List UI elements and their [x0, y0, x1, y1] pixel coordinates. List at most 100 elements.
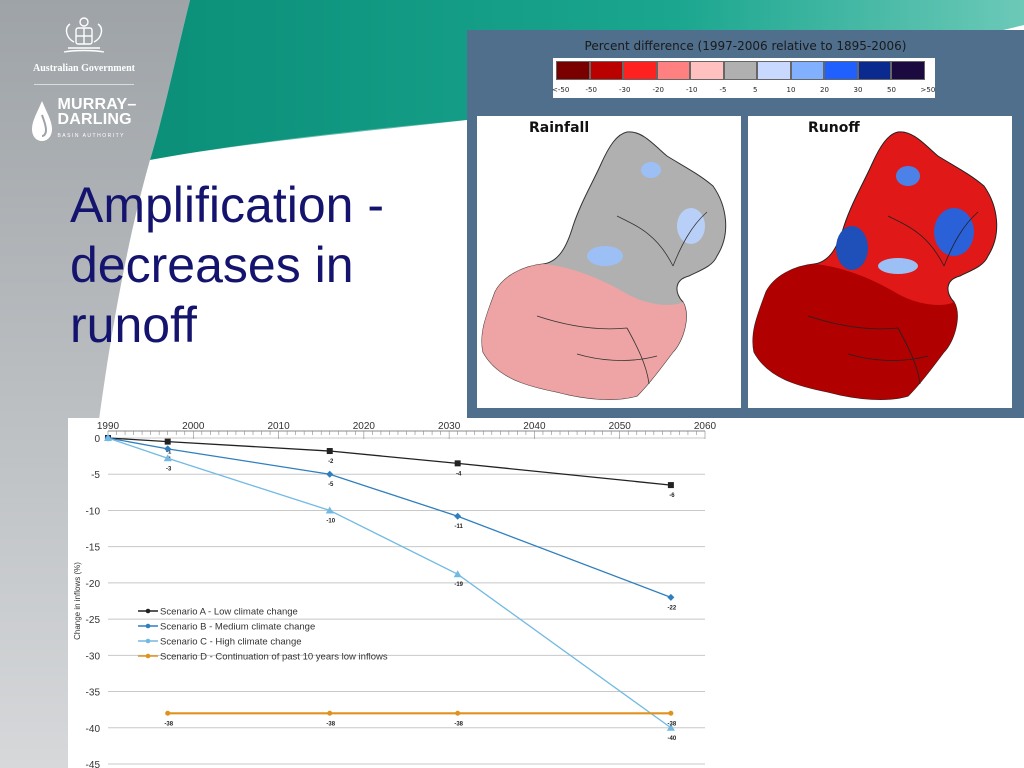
- rainfall-map-title: Rainfall: [529, 120, 590, 136]
- legend-label: Scenario A - Low climate change: [160, 607, 298, 618]
- data-label: -2: [328, 459, 334, 465]
- inflow-chart: 0 -5 -10 -15 -20 -25 -30 -35 -40 -45 1990 2000 2010 2…: [68, 418, 718, 768]
- data-label: -38: [454, 721, 463, 727]
- government-name: Australian Government: [33, 63, 135, 74]
- legend-tick-label: <-50: [552, 86, 570, 94]
- x-tick-label: 2020: [353, 421, 376, 432]
- legend-marker: [145, 608, 151, 614]
- legend-tick-label: 5: [753, 86, 758, 94]
- x-tick-label: 2030: [438, 421, 461, 432]
- mdba-line2: DARLING: [57, 111, 132, 128]
- legend-swatch: [757, 61, 791, 80]
- runoff-map-image: [752, 131, 998, 400]
- legend-swatch: [656, 61, 690, 80]
- data-point: [666, 723, 675, 731]
- legend-label: Scenario B - Medium climate change: [160, 622, 315, 633]
- data-point: [326, 448, 333, 455]
- y-tick-label: -30: [86, 651, 101, 662]
- runoff-wet-patch: [836, 226, 868, 270]
- data-label: -19: [454, 582, 463, 588]
- data-point: [163, 454, 172, 462]
- data-label: -5: [328, 482, 334, 488]
- legend-swatch: [790, 61, 824, 80]
- series-line: [107, 437, 671, 486]
- logo-divider: [34, 84, 134, 85]
- legend-swatch: [623, 61, 657, 80]
- data-point: [668, 710, 674, 716]
- data-point: [164, 445, 172, 453]
- runoff-wet-patch-3: [896, 166, 920, 186]
- y-tick-label: -35: [86, 688, 101, 699]
- x-tick-label: 2010: [267, 421, 290, 432]
- x-tick-label: 2050: [609, 421, 632, 432]
- rainfall-catchment-lines: [536, 211, 708, 385]
- legend-tick-label: 50: [887, 86, 896, 94]
- data-label: -10: [326, 518, 335, 524]
- runoff-south-deficit: [752, 264, 958, 400]
- legend-swatch: [857, 61, 891, 80]
- y-axis-label: Change in inflows (%): [73, 562, 82, 640]
- data-point: [667, 482, 674, 489]
- data-label: -6: [669, 493, 675, 499]
- data-point: [325, 506, 334, 514]
- mdba-subtitle: BASIN AUTHORITY: [57, 133, 125, 139]
- color-legend: <-50 -50 -30 -20 -10 -5 5 10 20 30 50 >50: [552, 58, 936, 98]
- y-tick-label: -45: [86, 760, 101, 768]
- slide-title: Amplification - decreases in runoff: [70, 177, 384, 353]
- legend-swatch: [589, 61, 623, 80]
- legend-tick-label: 30: [853, 86, 863, 94]
- logo-area: Australian Government MURRAY– DARLING BA…: [14, 14, 154, 144]
- mdba-line1: MURRAY–: [57, 96, 137, 113]
- legend-tick-label: -30: [619, 86, 631, 94]
- legend-tick-label: 20: [820, 86, 829, 94]
- legend-tick-label: >50: [920, 86, 936, 94]
- legend-marker: [145, 638, 151, 644]
- data-label: -11: [454, 524, 463, 530]
- data-label: -22: [668, 605, 677, 611]
- inflow-chart-svg: 0 -5 -10 -15 -20 -25 -30 -35 -40 -45 1990 2000 2010 2…: [73, 421, 717, 768]
- legend-tick-label: -50: [585, 86, 597, 94]
- series-line: [107, 437, 672, 598]
- x-tick-label: 2000: [182, 421, 205, 432]
- data-point: [667, 593, 675, 601]
- runoff-wet-patch-4: [878, 258, 918, 274]
- data-label: -4: [456, 471, 462, 477]
- data-label: -40: [668, 736, 677, 742]
- data-label: -38: [668, 721, 677, 727]
- data-label: -3: [166, 466, 172, 472]
- legend-marker: [145, 623, 151, 629]
- y-tick-label: -15: [86, 543, 101, 554]
- runoff-map: Runoff: [748, 116, 1012, 408]
- map-figure: Percent difference (1997-2006 relative t…: [467, 30, 1024, 418]
- mdba-logo: MURRAY– DARLING BASIN AUTHORITY: [14, 97, 154, 144]
- y-tick-label: -25: [86, 615, 101, 626]
- legend-tick-label: -20: [652, 86, 664, 94]
- data-point: [453, 570, 462, 578]
- x-tick-label: 1990: [97, 421, 120, 432]
- data-point: [104, 434, 112, 441]
- rainfall-south-deficit: [481, 264, 687, 400]
- legend-tick-label: -5: [719, 86, 727, 94]
- legend-swatch: [556, 61, 590, 80]
- x-tick-label: 2040: [523, 421, 546, 432]
- data-label: -38: [164, 721, 173, 727]
- rainfall-wet-patch-3: [677, 208, 705, 244]
- legend-swatch: [891, 61, 925, 80]
- legend-swatch: [723, 61, 757, 80]
- y-tick-label: -10: [86, 506, 101, 517]
- legend-label: Scenario D - Continuation of past 10 yea…: [160, 652, 388, 663]
- mdba-wordmark: MURRAY– DARLING BASIN AUTHORITY: [57, 97, 136, 144]
- legend-label: Scenario C - High climate change: [160, 637, 302, 648]
- legend-marker: [145, 653, 151, 659]
- data-point: [454, 512, 462, 520]
- y-tick-label: 0: [94, 434, 100, 445]
- y-tick-label: -5: [91, 470, 100, 481]
- legend-tick-label: -10: [686, 86, 698, 94]
- rainfall-wet-patch-2: [641, 162, 661, 178]
- data-point: [327, 710, 333, 716]
- data-label: -38: [326, 721, 335, 727]
- runoff-catchment-lines: [807, 211, 979, 385]
- water-drop-logo-icon: [32, 100, 53, 141]
- map-legend-title: Percent difference (1997-2006 relative t…: [584, 39, 907, 53]
